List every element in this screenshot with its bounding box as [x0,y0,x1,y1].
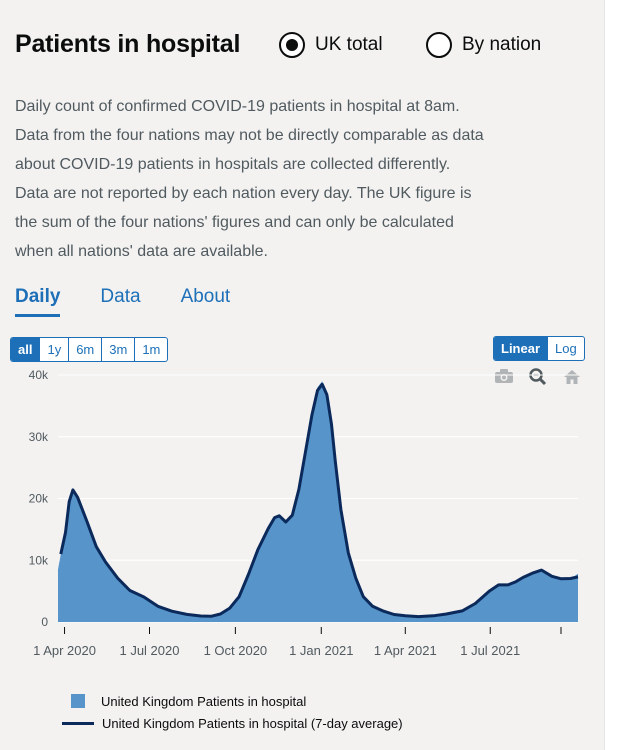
chart-axes: 0 10k 20k 30k 40k 1 Apr 2020 1 Jul 2020 1 Oct 2… [29,368,562,658]
range-selector: all 1y 6m 3m 1m [10,337,169,362]
range-3m-button[interactable]: 3m [102,338,136,361]
chart-legend: United Kingdom Patients in hospital Unit… [62,690,403,734]
range-6m-button[interactable]: 6m [69,338,103,361]
x-tick-label: 1 Jul 2020 [119,643,179,658]
by-nation-radio[interactable]: By nation [426,32,541,58]
seven-day-average-line [59,382,579,619]
tab-bar: Daily Data About [15,286,270,317]
x-tick-label: 1 Jul 2021 [460,643,520,658]
page-edge [604,0,637,750]
y-tick-label: 30k [29,430,49,444]
scale-selector: Linear Log [493,336,585,361]
tab-data[interactable]: Data [100,286,141,307]
y-tick-label: 0 [41,615,48,629]
uk-total-radio[interactable]: UK total [279,32,383,58]
range-all-button[interactable]: all [11,338,41,361]
chart-area-layer [58,381,578,622]
range-1m-button[interactable]: 1m [142,342,161,357]
log-scale-button[interactable]: Log [555,341,577,356]
description-line: Data from the four nations may not be di… [15,127,484,144]
radio-unchecked-icon [426,32,452,58]
x-tick-label: 1 Apr 2021 [374,643,437,658]
legend-item-average[interactable]: United Kingdom Patients in hospital (7-d… [62,712,403,734]
description-line: Data are not reported by each nation eve… [15,185,472,202]
legend-swatch-line [62,721,94,725]
hospital-chart: 0 10k 20k 30k 40k 1 Apr 2020 1 Jul 2020 1 Oct 2… [29,368,579,658]
description-line: when all nations' data are available. [15,243,268,260]
linear-scale-button[interactable]: Linear [494,337,549,360]
y-tick-label: 40k [29,368,49,382]
legend-label: United Kingdom Patients in hospital [101,693,307,709]
legend-swatch-area [71,694,85,708]
radio-checked-icon [279,32,305,58]
by-nation-label: By nation [462,34,542,55]
legend-item-daily[interactable]: United Kingdom Patients in hospital [62,690,403,712]
x-tick-label: 1 Oct 2020 [204,643,268,658]
description-line: the sum of the four nations' figures and… [15,214,454,231]
uk-total-label: UK total [315,34,383,55]
x-tick-label: 1 Apr 2020 [33,643,96,658]
y-tick-label: 20k [29,492,49,506]
description-line: about COVID-19 patients in hospitals are… [15,156,451,173]
chart-line-layer [59,382,579,619]
home-icon[interactable] [562,368,584,386]
tab-about[interactable]: About [180,286,231,307]
legend-label: United Kingdom Patients in hospital (7-d… [102,715,403,731]
y-tick-label: 10k [29,553,49,567]
range-1y-button[interactable]: 1y [40,338,70,361]
x-tick-label: 1 Jan 2021 [289,643,353,658]
description: Daily count of confirmed COVID-19 patien… [15,92,515,266]
description-line: Daily count of confirmed COVID-19 patien… [15,98,460,115]
daily-patients-area [58,381,578,622]
tab-daily[interactable]: Daily [15,286,61,317]
page-title: Patients in hospital [15,30,241,58]
